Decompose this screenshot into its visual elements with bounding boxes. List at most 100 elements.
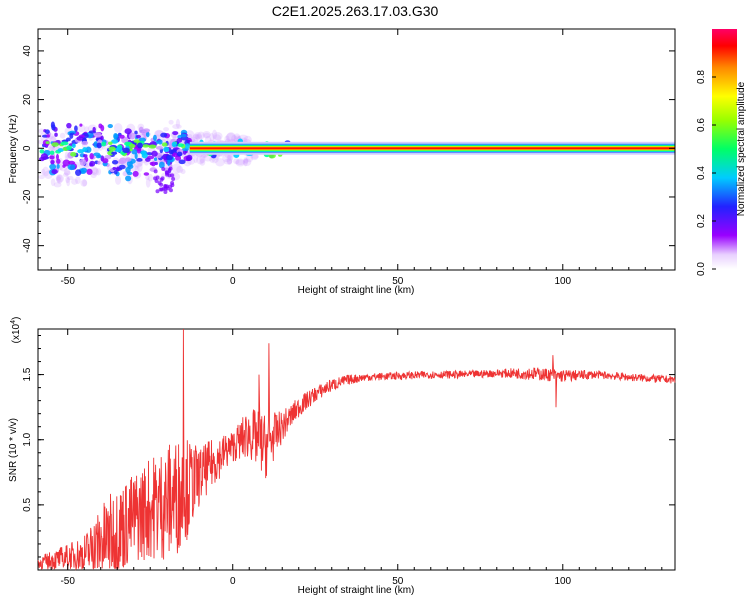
heatmap-blob bbox=[85, 146, 92, 153]
heatmap-blob bbox=[153, 157, 158, 161]
heatmap-blob bbox=[165, 172, 170, 177]
heatmap-blob bbox=[116, 166, 120, 172]
heatmap-blob bbox=[129, 143, 136, 149]
heatmap-blob bbox=[97, 160, 101, 165]
heatmap-blob bbox=[141, 150, 147, 156]
heatmap-haze bbox=[213, 132, 223, 141]
heatmap-main-line bbox=[189, 141, 675, 155]
heatmap-blob bbox=[172, 131, 179, 136]
heatmap-blob bbox=[111, 139, 119, 144]
heatmap-x-tick-label: 0 bbox=[230, 276, 236, 287]
heatmap-blob bbox=[141, 144, 150, 148]
heatmap-blob bbox=[107, 141, 113, 145]
heatmap-y-tick-label: 20 bbox=[22, 94, 33, 106]
heatmap-blob bbox=[108, 146, 116, 152]
heatmap-haze bbox=[50, 178, 56, 187]
heatmap-blob bbox=[76, 136, 84, 141]
heatmap-blob bbox=[118, 157, 127, 164]
heatmap-blob bbox=[96, 142, 102, 149]
heatmap-y-tick-label: 40 bbox=[22, 45, 33, 57]
snr-y-tick-label: 1.0 bbox=[22, 432, 33, 446]
heatmap-frame bbox=[37, 28, 676, 271]
snr-y-tick-label: 1.5 bbox=[22, 367, 33, 381]
heatmap-haze bbox=[193, 153, 199, 164]
heatmap-panel: -50 0 50 100 -40 -20 0 20 40 Height of straight… bbox=[8, 28, 676, 296]
heatmap-line-band bbox=[189, 147, 675, 150]
heatmap-haze bbox=[64, 170, 71, 176]
heatmap-haze bbox=[243, 158, 249, 163]
snr-series-line bbox=[37, 328, 676, 571]
heatmap-haze bbox=[53, 182, 62, 188]
colorbar-gradient bbox=[712, 29, 737, 269]
heatmap-blob bbox=[62, 164, 66, 168]
heatmap-blob bbox=[177, 143, 184, 148]
svg-text:(x104): (x104) bbox=[10, 317, 22, 344]
heatmap-blob bbox=[160, 132, 168, 138]
heatmap-blob bbox=[79, 158, 87, 166]
heatmap-y-label: Frequency (Hz) bbox=[8, 115, 19, 184]
heatmap-blob bbox=[56, 158, 61, 165]
heatmap-blob bbox=[89, 160, 96, 167]
heatmap-haze bbox=[233, 158, 240, 165]
heatmap-blob bbox=[50, 121, 55, 129]
heatmap-haze bbox=[235, 159, 245, 166]
figure-title: C2E1.2025.263.17.03.G30 bbox=[272, 3, 439, 19]
heatmap-blob bbox=[136, 158, 143, 162]
heatmap-haze bbox=[134, 165, 140, 172]
heatmap-blob bbox=[55, 153, 59, 161]
heatmap-haze bbox=[251, 154, 259, 159]
heatmap-haze bbox=[215, 158, 225, 167]
heatmap-blob bbox=[184, 143, 191, 149]
heatmap-blob bbox=[114, 169, 118, 175]
heatmap-blob bbox=[56, 164, 60, 169]
heatmap-haze bbox=[115, 175, 122, 185]
heatmap-haze bbox=[195, 134, 200, 141]
heatmap-blob bbox=[168, 166, 173, 171]
heatmap-blob bbox=[154, 161, 158, 166]
heatmap-haze bbox=[226, 132, 236, 142]
heatmap-blob bbox=[133, 139, 140, 143]
heatmap-blob bbox=[97, 154, 102, 158]
heatmap-blob bbox=[86, 168, 93, 175]
heatmap-blob bbox=[67, 160, 76, 165]
colorbar-tick-label: 0.6 bbox=[696, 118, 707, 132]
heatmap-haze bbox=[67, 175, 74, 181]
heatmap-blob bbox=[171, 177, 176, 182]
heatmap-haze bbox=[246, 154, 254, 163]
heatmap-blob bbox=[176, 151, 183, 157]
heatmap-blob bbox=[107, 123, 113, 129]
heatmap-blob bbox=[82, 147, 88, 153]
colorbar: 0.0 0.2 0.4 0.6 0.8 Normalized spectral ampl… bbox=[696, 29, 747, 276]
heatmap-blob bbox=[134, 130, 138, 135]
heatmap-blob bbox=[153, 169, 158, 174]
heatmap-blob bbox=[158, 161, 165, 169]
heatmap-blob bbox=[118, 164, 126, 170]
heatmap-haze bbox=[242, 158, 252, 166]
heatmap-blob bbox=[122, 147, 130, 153]
heatmap-blob bbox=[157, 181, 162, 186]
heatmap-blob bbox=[165, 154, 174, 161]
heatmap-blob bbox=[81, 140, 89, 146]
heatmap-blob bbox=[135, 134, 141, 139]
heatmap-haze bbox=[243, 158, 249, 165]
heatmap-haze bbox=[56, 176, 61, 181]
heatmap-haze bbox=[226, 157, 233, 165]
colorbar-label: Normalized spectral amplitude bbox=[736, 81, 747, 216]
heatmap-blob bbox=[151, 150, 158, 157]
heatmap-haze bbox=[55, 174, 65, 183]
heatmap-blob bbox=[50, 159, 55, 165]
heatmap-blob bbox=[54, 132, 58, 137]
heatmap-blob bbox=[69, 132, 74, 139]
heatmap-haze bbox=[197, 131, 205, 140]
heatmap-blob bbox=[79, 123, 83, 127]
heatmap-haze bbox=[243, 135, 252, 144]
heatmap-blob bbox=[125, 175, 132, 182]
heatmap-blob bbox=[132, 170, 139, 177]
heatmap-haze bbox=[84, 126, 89, 132]
heatmap-blob bbox=[74, 125, 78, 132]
heatmap-blob bbox=[142, 128, 151, 133]
heatmap-blob bbox=[92, 126, 96, 133]
snr-frame bbox=[37, 328, 676, 571]
heatmap-blob bbox=[129, 132, 136, 140]
snr-y-label: SNR (10 * v/v) bbox=[8, 418, 19, 482]
